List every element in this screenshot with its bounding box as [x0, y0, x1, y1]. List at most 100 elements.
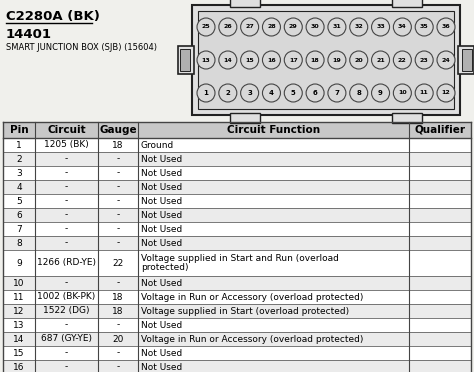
Text: 22: 22 [112, 259, 124, 267]
Text: -: - [116, 238, 119, 247]
Bar [3, 194, 471, 208]
Text: Qualifier: Qualifier [415, 125, 465, 135]
Text: -: - [116, 349, 119, 357]
Text: 1: 1 [16, 141, 22, 150]
Text: 23: 23 [420, 58, 428, 62]
Text: 1205 (BK): 1205 (BK) [44, 141, 89, 150]
Text: Not Used: Not Used [141, 321, 182, 330]
Text: 22: 22 [398, 58, 407, 62]
Circle shape [263, 84, 281, 102]
Bar [180, 49, 190, 71]
Bar [198, 11, 454, 109]
Circle shape [197, 84, 215, 102]
Text: 13: 13 [13, 321, 25, 330]
Text: 7: 7 [335, 90, 339, 96]
Text: 18: 18 [311, 58, 319, 62]
Text: 15: 15 [245, 58, 254, 62]
Circle shape [263, 18, 281, 36]
Text: Voltage supplied in Start and Run (overload: Voltage supplied in Start and Run (overl… [141, 254, 338, 263]
Circle shape [263, 51, 281, 69]
Circle shape [219, 18, 237, 36]
Circle shape [219, 84, 237, 102]
Text: 20: 20 [112, 334, 124, 343]
Text: 9: 9 [16, 259, 22, 267]
Circle shape [284, 51, 302, 69]
Text: -: - [65, 169, 68, 177]
Text: Not Used: Not Used [141, 211, 182, 219]
Bar [3, 360, 471, 372]
Text: -: - [65, 362, 68, 372]
Bar [3, 332, 471, 346]
Text: 14: 14 [13, 334, 25, 343]
Text: 12: 12 [442, 90, 450, 96]
Text: 18: 18 [112, 292, 124, 301]
Text: Circuit: Circuit [47, 125, 86, 135]
Text: 3: 3 [247, 90, 252, 96]
Text: Not Used: Not Used [141, 238, 182, 247]
Text: 16: 16 [267, 58, 276, 62]
Circle shape [415, 84, 433, 102]
Circle shape [284, 18, 302, 36]
Text: 14401: 14401 [6, 28, 52, 41]
Circle shape [415, 18, 433, 36]
Text: 16: 16 [13, 362, 25, 372]
Circle shape [328, 18, 346, 36]
Text: 5: 5 [291, 90, 296, 96]
Text: 3: 3 [16, 169, 22, 177]
Text: 5: 5 [16, 196, 22, 205]
Circle shape [350, 51, 368, 69]
Text: 18: 18 [112, 307, 124, 315]
Text: Not Used: Not Used [141, 224, 182, 234]
Bar [3, 180, 471, 194]
Text: SMART JUNCTION BOX (SJB) (15604): SMART JUNCTION BOX (SJB) (15604) [6, 43, 157, 52]
Text: 1002 (BK-PK): 1002 (BK-PK) [37, 292, 96, 301]
Text: 7: 7 [16, 224, 22, 234]
Circle shape [328, 84, 346, 102]
Bar [458, 46, 474, 74]
Text: 9: 9 [378, 90, 383, 96]
Bar [178, 46, 194, 74]
Text: 27: 27 [245, 25, 254, 29]
Text: -: - [65, 183, 68, 192]
Circle shape [372, 18, 390, 36]
Text: 687 (GY-YE): 687 (GY-YE) [41, 334, 92, 343]
Text: -: - [116, 224, 119, 234]
Text: Voltage supplied in Start (overload protected): Voltage supplied in Start (overload prot… [141, 307, 349, 315]
Circle shape [197, 18, 215, 36]
Circle shape [415, 51, 433, 69]
Circle shape [328, 51, 346, 69]
Text: 26: 26 [223, 25, 232, 29]
Bar [3, 290, 471, 304]
Text: -: - [116, 196, 119, 205]
Bar [3, 346, 471, 360]
Circle shape [241, 51, 259, 69]
Text: Not Used: Not Used [141, 362, 182, 372]
Text: 30: 30 [311, 25, 319, 29]
Circle shape [372, 51, 390, 69]
Circle shape [393, 84, 411, 102]
Text: 21: 21 [376, 58, 385, 62]
Text: Gauge: Gauge [99, 125, 137, 135]
Text: 34: 34 [398, 25, 407, 29]
Circle shape [306, 84, 324, 102]
Circle shape [350, 84, 368, 102]
Text: 1266 (RD-YE): 1266 (RD-YE) [37, 259, 96, 267]
Text: 8: 8 [16, 238, 22, 247]
Text: -: - [65, 211, 68, 219]
Text: -: - [65, 154, 68, 164]
Text: 20: 20 [355, 58, 363, 62]
Text: 19: 19 [333, 58, 341, 62]
Bar [3, 152, 471, 166]
Text: 6: 6 [313, 90, 318, 96]
Text: Circuit Function: Circuit Function [227, 125, 320, 135]
Bar [3, 208, 471, 222]
Text: 12: 12 [13, 307, 25, 315]
Circle shape [437, 51, 455, 69]
Circle shape [284, 84, 302, 102]
Text: 1522 (DG): 1522 (DG) [43, 307, 90, 315]
Text: -: - [65, 321, 68, 330]
Text: 28: 28 [267, 25, 276, 29]
Text: 24: 24 [442, 58, 450, 62]
Text: 2: 2 [226, 90, 230, 96]
Text: -: - [65, 196, 68, 205]
